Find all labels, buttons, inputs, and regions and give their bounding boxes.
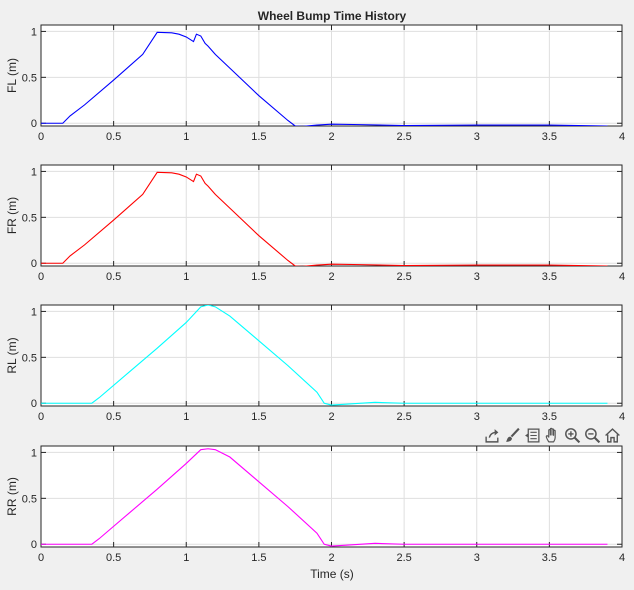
series-line-1	[41, 31, 608, 126]
x-tick-label: 2.5	[396, 271, 411, 283]
export-icon	[484, 428, 499, 443]
x-tick-label: 3.5	[542, 411, 557, 423]
x-tick-label: 3	[474, 271, 480, 283]
x-tick-label: 2.5	[396, 131, 411, 143]
x-tick-label: 4	[619, 552, 625, 564]
x-tick-label: 2	[328, 552, 334, 564]
x-tick-label: 0	[38, 131, 44, 143]
x-tick-label: 2.5	[396, 411, 411, 423]
home-icon	[604, 427, 620, 443]
export-button[interactable]	[483, 426, 501, 444]
x-tick-label: 3.5	[542, 131, 557, 143]
x-tick-label: 0	[38, 552, 44, 564]
data-tips-icon	[524, 427, 540, 443]
brush-button[interactable]	[503, 426, 521, 444]
axes-3[interactable]: 0 0.5 1 1.5 2 2.5 3 3.5 4 0 0.5 1 RL (m)	[5, 304, 625, 423]
y-tick-label: 1	[31, 26, 37, 38]
y-tick-label: 1	[31, 166, 37, 178]
x-tick-label: 0.5	[106, 131, 121, 143]
x-tick-label: 3	[474, 552, 480, 564]
zoom-in-button[interactable]	[563, 426, 581, 444]
y-axis-label: RR (m)	[5, 477, 19, 516]
x-tick-label: 3	[474, 131, 480, 143]
x-tick-label: 2	[328, 271, 334, 283]
zoom-out-icon	[584, 427, 600, 443]
x-tick-label: 1	[183, 271, 189, 283]
axes-container: 0 0.5 1 1.5 2 2.5 3 3.5 4 0 0.5 1 FL (m) 0 0.5 1 1.5 2 2.5…	[5, 24, 625, 564]
pan-icon	[545, 427, 556, 442]
x-tick-label: 1	[183, 131, 189, 143]
y-tick-label: 0.5	[22, 352, 37, 364]
axes-toolbar	[483, 424, 621, 446]
x-tick-label: 1	[183, 411, 189, 423]
y-axis-label: RL (m)	[5, 337, 19, 373]
x-tick-label: 4	[619, 131, 625, 143]
x-tick-label: 3.5	[542, 552, 557, 564]
x-tick-label: 0.5	[106, 552, 121, 564]
data-tips-button[interactable]	[523, 426, 541, 444]
y-axis-label: FL (m)	[5, 58, 19, 93]
x-tick-label: 1	[183, 552, 189, 564]
y-tick-label: 0	[31, 118, 37, 130]
home-button[interactable]	[603, 426, 621, 444]
series-line-4	[41, 448, 608, 547]
x-tick-label: 2	[328, 131, 334, 143]
x-tick-label: 4	[619, 411, 625, 423]
y-tick-label: 0.5	[22, 72, 37, 84]
y-axis-label: FR (m)	[5, 197, 19, 234]
axes-2[interactable]: 0 0.5 1 1.5 2 2.5 3 3.5 4 0 0.5 1 FR (m)	[5, 164, 625, 283]
x-tick-label: 1.5	[251, 131, 266, 143]
x-tick-label: 3.5	[542, 271, 557, 283]
zoom-out-button[interactable]	[583, 426, 601, 444]
y-tick-label: 0	[31, 258, 37, 270]
x-axis-label: Time (s)	[310, 567, 354, 581]
x-tick-label: 2	[328, 411, 334, 423]
figure-title: Wheel Bump Time History	[258, 9, 407, 23]
x-tick-label: 0.5	[106, 271, 121, 283]
x-tick-label: 0.5	[106, 411, 121, 423]
x-tick-label: 1.5	[251, 271, 266, 283]
x-tick-label: 0	[38, 271, 44, 283]
x-tick-label: 0	[38, 411, 44, 423]
x-tick-label: 4	[619, 271, 625, 283]
axes-1[interactable]: 0 0.5 1 1.5 2 2.5 3 3.5 4 0 0.5 1 FL (m)	[5, 24, 625, 143]
x-tick-label: 1.5	[251, 411, 266, 423]
zoom-in-icon	[564, 427, 580, 443]
y-tick-label: 0	[31, 398, 37, 410]
series-line-2	[41, 171, 608, 266]
y-tick-label: 1	[31, 306, 37, 318]
axes-4[interactable]: 0 0.5 1 1.5 2 2.5 3 3.5 4 0 0.5 1 RR (m)	[5, 445, 625, 564]
x-tick-label: 1.5	[251, 552, 266, 564]
pan-button[interactable]	[543, 426, 561, 444]
y-tick-label: 0	[31, 539, 37, 551]
x-tick-label: 3	[474, 411, 480, 423]
brush-icon	[505, 427, 520, 442]
x-tick-label: 2.5	[396, 552, 411, 564]
series-line-3	[41, 305, 608, 406]
y-tick-label: 0.5	[22, 493, 37, 505]
y-tick-label: 0.5	[22, 212, 37, 224]
y-tick-label: 1	[31, 447, 37, 459]
